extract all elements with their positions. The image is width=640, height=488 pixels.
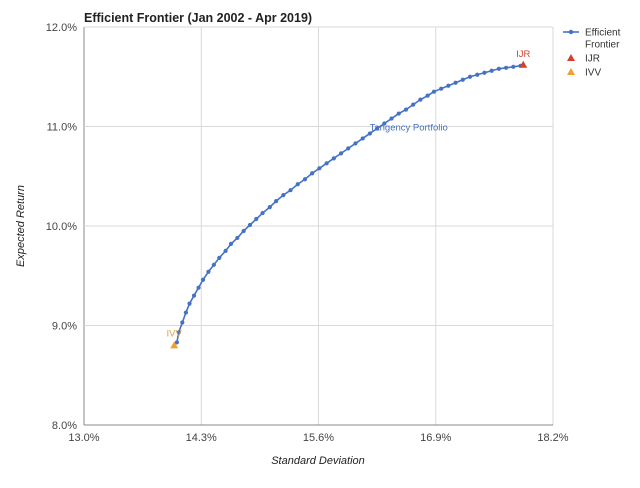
efficient-frontier-point bbox=[247, 222, 253, 228]
legend-label: Efficient Frontier bbox=[585, 28, 621, 51]
ijr-legend-swatch bbox=[567, 54, 575, 61]
legend-label: IVV bbox=[585, 68, 601, 79]
ivv-legend-swatch bbox=[567, 68, 575, 75]
y-tick-label: 9.0% bbox=[52, 321, 77, 333]
efficient-frontier-point bbox=[475, 72, 480, 77]
x-tick-label: 13.0% bbox=[68, 432, 99, 444]
efficient-frontier-point bbox=[360, 136, 365, 141]
y-tick-label: 8.0% bbox=[52, 420, 77, 432]
efficient-frontier-point bbox=[439, 86, 444, 91]
series-layer bbox=[170, 60, 528, 349]
y-axis-ticks: 12.0% 11.0% 10.0% 9.0% 8.0% bbox=[46, 22, 77, 432]
efficient-frontier-point bbox=[331, 156, 336, 161]
legend-label: IJR bbox=[585, 54, 600, 65]
x-axis-label: Standard Deviation bbox=[271, 455, 365, 467]
efficient-frontier-point bbox=[281, 193, 286, 198]
efficient-frontier-point bbox=[446, 83, 451, 88]
ivv-marker bbox=[170, 341, 179, 349]
grid bbox=[83, 26, 554, 426]
x-tick-label: 18.2% bbox=[537, 432, 568, 444]
efficient-frontier-point bbox=[411, 102, 416, 107]
efficient-frontier-point bbox=[223, 248, 228, 253]
annotation-label: IVV bbox=[167, 328, 183, 339]
efficient-frontier-point bbox=[396, 111, 401, 116]
efficient-frontier-point bbox=[267, 204, 272, 210]
efficient-frontier-point bbox=[310, 171, 315, 176]
legend: Efficient Frontier IJR IVV bbox=[563, 28, 621, 79]
efficient-frontier-point bbox=[482, 70, 487, 75]
y-axis-label: Expected Return bbox=[15, 185, 27, 267]
efficient-frontier-point bbox=[211, 262, 216, 267]
x-tick-label: 15.6% bbox=[303, 432, 334, 444]
y-tick-label: 12.0% bbox=[46, 22, 77, 34]
efficient-frontier-point bbox=[228, 241, 234, 247]
efficient-frontier-point bbox=[200, 277, 206, 282]
annotation-label: Tangency Portfolio bbox=[370, 123, 448, 134]
efficient-frontier-point bbox=[346, 146, 351, 151]
x-tick-label: 16.9% bbox=[420, 432, 451, 444]
efficient-frontier-point bbox=[338, 151, 344, 156]
efficient-frontier-point bbox=[187, 301, 192, 306]
efficient-frontier-point bbox=[489, 68, 494, 73]
chart-title: Efficient Frontier (Jan 2002 - Apr 2019) bbox=[84, 11, 312, 25]
efficient-frontier-line bbox=[176, 65, 521, 343]
efficient-frontier-point bbox=[235, 235, 240, 241]
efficient-frontier-point bbox=[467, 74, 473, 79]
efficient-frontier-point bbox=[254, 216, 259, 222]
efficient-frontier-point bbox=[460, 77, 465, 82]
efficient-frontier-point bbox=[174, 340, 179, 345]
efficient-frontier-point bbox=[274, 199, 279, 204]
ijr-marker bbox=[519, 60, 528, 68]
efficient-frontier-point bbox=[511, 64, 516, 69]
efficient-frontier-point bbox=[389, 116, 394, 121]
efficient-frontier-point bbox=[183, 310, 189, 315]
efficient-frontier-point bbox=[353, 141, 358, 146]
x-tick-label: 14.3% bbox=[186, 432, 217, 444]
efficient-frontier-point bbox=[217, 255, 222, 260]
efficient-frontier-point bbox=[375, 126, 380, 131]
efficient-frontier-point bbox=[288, 188, 293, 193]
annotation-label: IJR bbox=[516, 49, 530, 60]
efficient-frontier-point bbox=[191, 293, 197, 298]
efficient-frontier-point bbox=[382, 121, 387, 126]
y-tick-label: 11.0% bbox=[47, 122, 78, 134]
efficient-frontier-point bbox=[241, 228, 246, 234]
efficient-frontier-point bbox=[196, 285, 201, 290]
efficient-frontier-point bbox=[504, 65, 509, 70]
x-axis-ticks: 13.0% 14.3% 15.6% 16.9% 18.2% bbox=[68, 432, 568, 444]
efficient-frontier-point bbox=[431, 89, 437, 94]
efficient-frontier-point bbox=[206, 269, 211, 274]
efficient-frontier-point bbox=[180, 320, 185, 325]
efficient-frontier-point bbox=[260, 210, 265, 216]
efficient-frontier-point bbox=[496, 66, 501, 71]
efficient-frontier-point bbox=[367, 131, 373, 136]
annotations-layer: IJR IVV Tangency Portfolio bbox=[167, 49, 531, 340]
efficient-frontier-point bbox=[302, 177, 308, 182]
efficient-frontier-point bbox=[176, 330, 181, 335]
efficient-frontier-point bbox=[403, 107, 409, 112]
efficient-frontier-point bbox=[425, 93, 430, 98]
efficient-frontier-point bbox=[317, 166, 322, 171]
efficient-frontier-point bbox=[295, 182, 300, 187]
efficient-frontier-point bbox=[453, 80, 458, 85]
legend-point-swatch bbox=[568, 29, 574, 35]
efficient-frontier-point bbox=[418, 97, 423, 102]
y-tick-label: 10.0% bbox=[46, 221, 77, 233]
efficient-frontier-point bbox=[324, 161, 329, 166]
